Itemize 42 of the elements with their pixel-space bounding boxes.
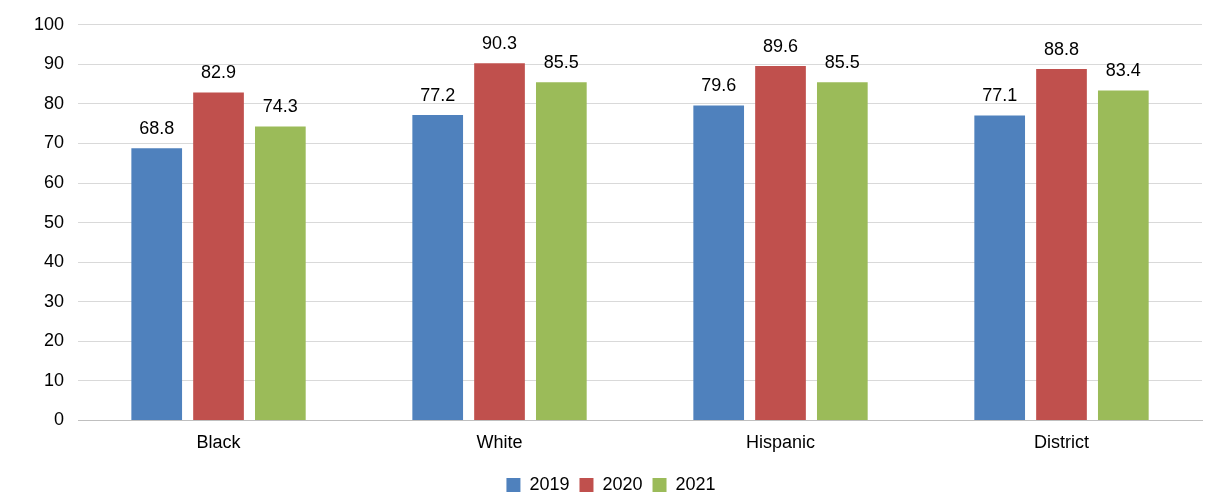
data-label: 90.3 — [482, 33, 518, 54]
bar — [1036, 69, 1087, 420]
bar — [535, 82, 587, 420]
y-tick-label: 90 — [44, 53, 65, 74]
x-tick-label: Hispanic — [746, 432, 816, 453]
data-label: 85.5 — [824, 52, 860, 73]
bar — [755, 65, 806, 420]
data-label: 77.1 — [982, 85, 1018, 106]
y-tick-label: 0 — [54, 409, 65, 430]
bar — [255, 126, 306, 420]
bar — [693, 105, 745, 420]
bar — [474, 63, 525, 420]
bar — [816, 82, 868, 420]
y-tick-label: 80 — [44, 92, 65, 113]
y-tick-label: 10 — [44, 369, 65, 390]
data-label: 68.8 — [139, 118, 175, 139]
y-tick-label: 20 — [44, 330, 65, 351]
bar — [131, 148, 183, 420]
y-tick-label: 40 — [44, 251, 65, 272]
bar — [1097, 90, 1149, 420]
y-tick-label: 30 — [44, 290, 65, 311]
data-label: 88.8 — [1043, 39, 1080, 60]
legend-label: 2020 — [602, 473, 643, 494]
data-label: 74.3 — [262, 96, 298, 117]
x-tick-label: White — [476, 432, 523, 453]
x-tick-label: Black — [196, 432, 242, 453]
data-label: 89.6 — [762, 35, 799, 56]
bar — [412, 115, 464, 420]
legend-label: 2021 — [675, 473, 716, 494]
bar — [193, 92, 244, 420]
bar — [974, 115, 1026, 420]
y-tick-label: 60 — [44, 172, 65, 193]
legend-label: 2019 — [529, 473, 570, 494]
data-label: 82.9 — [201, 62, 237, 83]
data-label: 83.4 — [1105, 60, 1141, 81]
y-tick-label: 100 — [33, 13, 65, 34]
data-label: 85.5 — [543, 52, 579, 73]
x-tick-label: District — [1034, 432, 1089, 453]
y-tick-label: 50 — [44, 211, 65, 232]
data-label: 79.6 — [701, 75, 737, 96]
data-label: 77.2 — [420, 84, 456, 105]
y-tick-label: 70 — [44, 132, 65, 153]
